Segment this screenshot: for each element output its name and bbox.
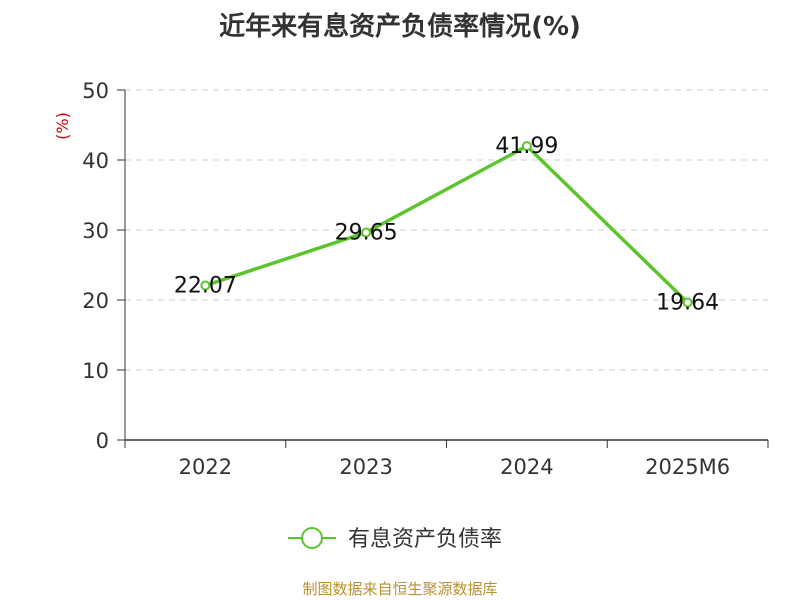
data-labels: 22.07 29.65 41.99 19.64 — [174, 134, 719, 315]
y-tick-label: 0 — [96, 429, 109, 453]
series-line — [204, 144, 689, 304]
source-note: 制图数据来自恒生聚源数据库 — [302, 580, 498, 598]
data-label: 22.07 — [174, 274, 237, 299]
y-tick-label: 10 — [82, 359, 109, 383]
x-tick-label: 2024 — [500, 455, 553, 479]
series-layer — [200, 141, 693, 308]
y-tick-label: 30 — [82, 219, 109, 243]
grid-lines — [125, 89, 768, 371]
y-axis-label: (%) — [53, 112, 72, 140]
legend-marker-icon — [301, 527, 323, 549]
y-tick-label: 40 — [82, 149, 109, 173]
x-tick-labels: 2022 2023 2024 2025M6 — [124, 440, 769, 479]
data-label: 41.99 — [495, 134, 558, 159]
data-point[interactable] — [200, 280, 211, 291]
legend[interactable]: 有息资产负债率 — [288, 527, 502, 552]
legend-label: 有息资产负债率 — [348, 527, 502, 552]
data-label: 29.65 — [335, 220, 398, 245]
data-point[interactable] — [361, 227, 372, 238]
y-tick-labels: 0 10 20 30 40 50 — [82, 79, 125, 453]
axes — [124, 90, 768, 441]
y-tick-label: 20 — [82, 289, 109, 313]
data-point[interactable] — [521, 141, 532, 152]
data-point[interactable] — [682, 297, 693, 308]
x-tick-label: 2023 — [339, 455, 392, 479]
chart-title: 近年来有息资产负债率情况(%) — [219, 12, 581, 42]
data-label: 19.64 — [656, 291, 719, 316]
x-tick-label: 2022 — [179, 455, 232, 479]
x-tick-label: 2025M6 — [645, 455, 730, 479]
y-tick-label: 50 — [82, 79, 109, 103]
